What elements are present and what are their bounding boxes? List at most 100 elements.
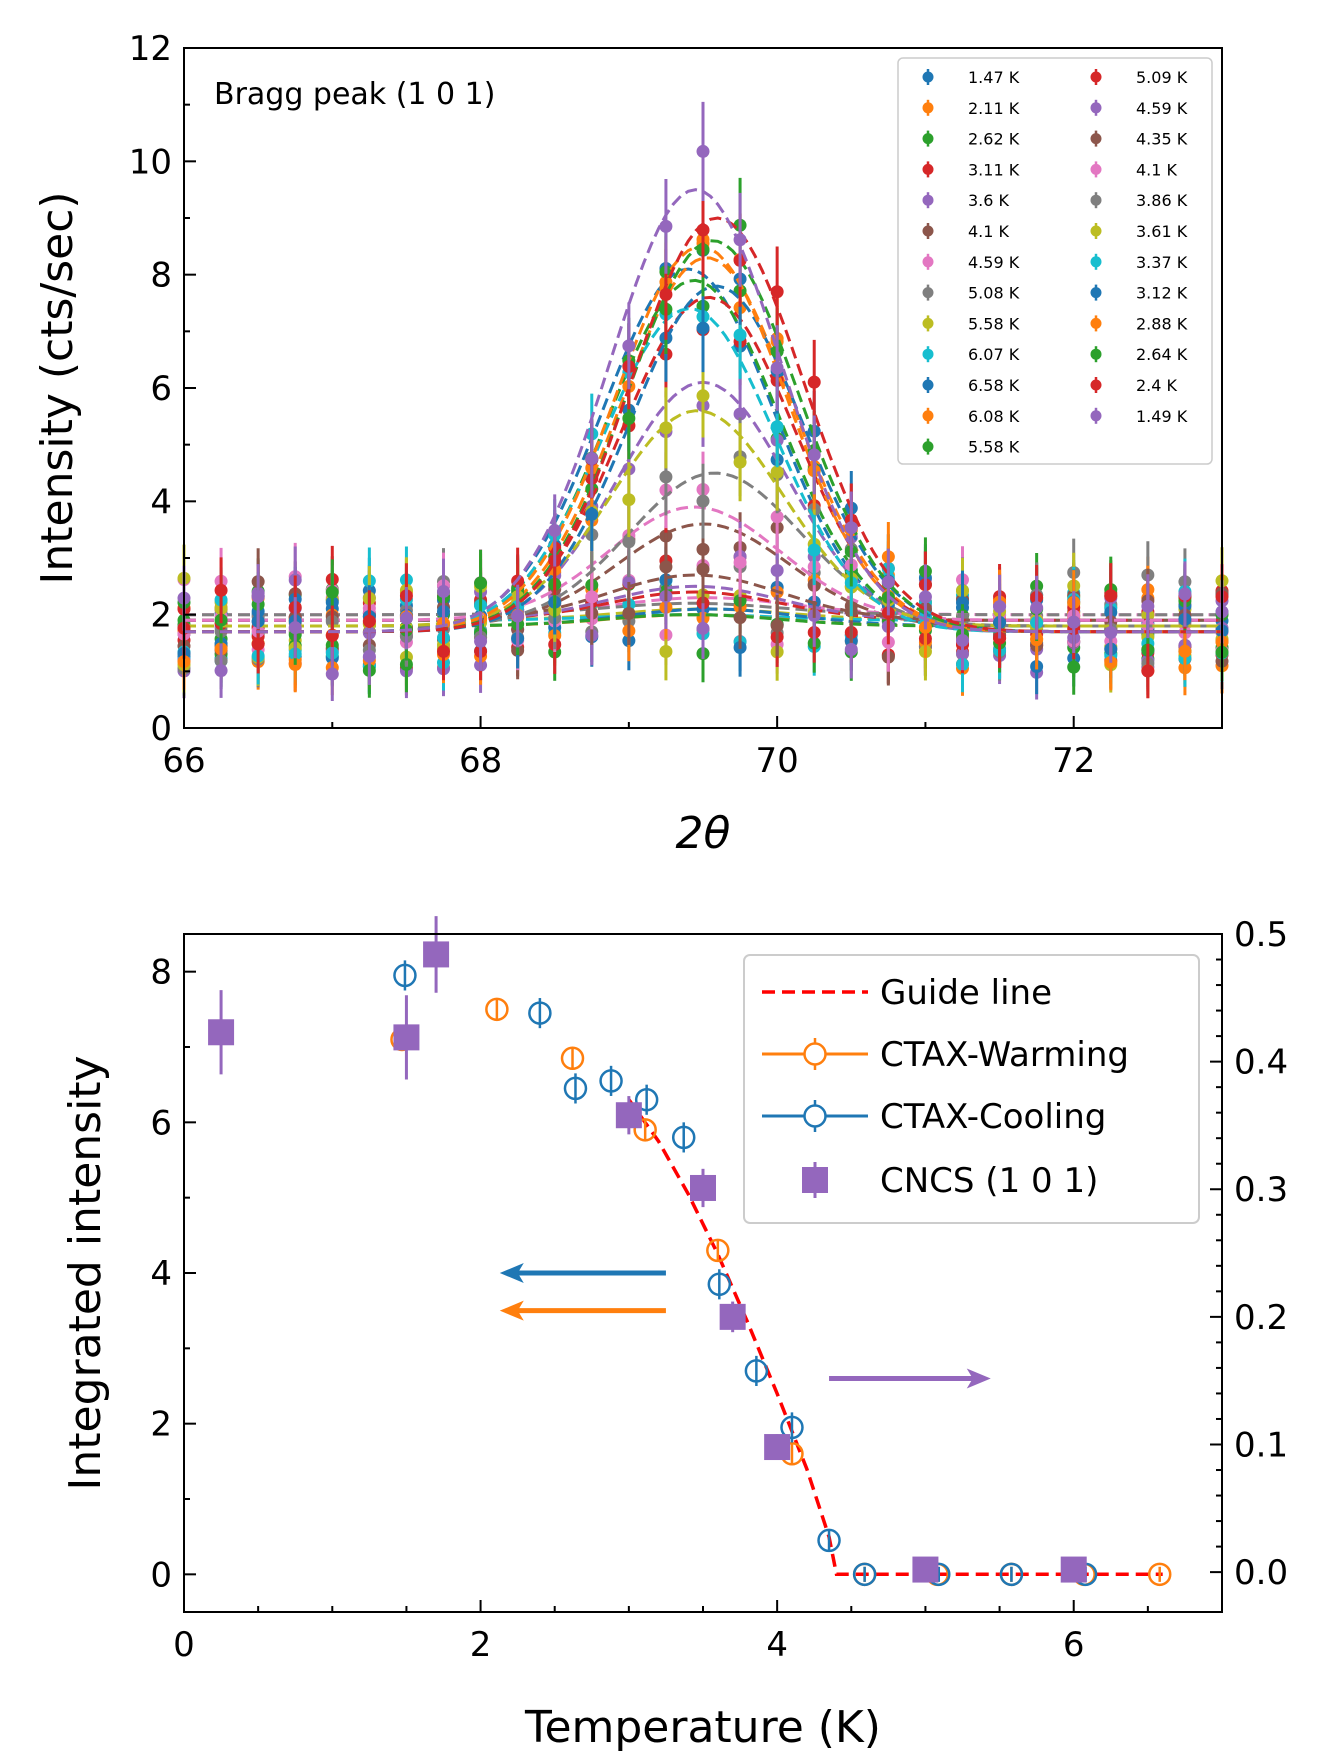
- bottom-y2-tick-label: 0.0: [1234, 1553, 1288, 1593]
- top-legend-label: 2.88 K: [1136, 314, 1188, 333]
- top-legend-entry-20: 3.12 K: [1090, 284, 1188, 303]
- bottom-y2-tick-label: 0.5: [1234, 915, 1288, 955]
- top-legend-entry-1: 2.11 K: [922, 99, 1020, 118]
- bottom-series-3: [208, 916, 1087, 1583]
- bottom-arrow-cooling-head: [499, 1263, 524, 1283]
- bottom-square-point: [423, 941, 450, 968]
- bottom-open-circle-point: [671, 1125, 696, 1150]
- bottom-y-tick-label: 4: [150, 1254, 172, 1294]
- top-legend-entry-9: 6.07 K: [922, 345, 1020, 364]
- top-data-point: [807, 375, 821, 389]
- top-data-point: [807, 448, 821, 462]
- bottom-y2-tick-label: 0.1: [1234, 1425, 1288, 1465]
- top-data-point: [1067, 615, 1081, 629]
- bottom-arrows: [499, 1263, 991, 1389]
- top-legend-marker: [922, 133, 934, 145]
- top-data-point: [659, 470, 673, 484]
- top-fit-curve-7: [184, 601, 1222, 617]
- top-legend-entry-17: 3.86 K: [1090, 191, 1188, 210]
- top-legend-label: 5.58 K: [968, 438, 1020, 457]
- top-legend-label: 3.12 K: [1136, 284, 1188, 303]
- top-data-point: [214, 583, 228, 597]
- bottom-x-tick-label: 2: [470, 1625, 492, 1665]
- top-data-point: [770, 420, 784, 434]
- top-data-point: [733, 407, 747, 421]
- top-data-point: [437, 584, 450, 598]
- top-data-point: [733, 328, 747, 342]
- bottom-square-point: [615, 1102, 642, 1129]
- bottom-square-point: [912, 1556, 939, 1583]
- top-legend-marker: [1090, 287, 1102, 299]
- top-legend-marker: [1090, 194, 1102, 206]
- bottom-open-circle-point: [393, 963, 417, 988]
- top-legend-marker: [1090, 71, 1102, 83]
- top-legend-label: 3.61 K: [1136, 222, 1188, 241]
- top-legend-entry-24: 1.49 K: [1090, 407, 1188, 426]
- top-legend-frame: [897, 57, 1213, 465]
- top-data-point: [696, 494, 710, 508]
- top-data-point: [733, 233, 747, 247]
- bottom-legend-label: CTAX-Cooling: [880, 1097, 1106, 1137]
- top-data-point: [585, 507, 599, 521]
- top-legend-label: 4.1 K: [1136, 160, 1178, 179]
- top-data-point: [548, 523, 562, 537]
- top-legend-label: 5.58 K: [968, 314, 1020, 333]
- bottom-open-circle-point: [599, 1069, 623, 1093]
- top-legend-label: 5.09 K: [1136, 68, 1188, 87]
- top-legend: 1.47 K 2.11 K 2.62 K 3.11 K 3.6 K 4.1 K 4.59 K…: [897, 57, 1213, 465]
- top-legend-entry-0: 1.47 K: [922, 68, 1020, 87]
- top-legend-marker: [922, 102, 934, 114]
- top-data-point: [733, 455, 747, 469]
- bottom-square-point: [1060, 1556, 1087, 1583]
- bottom-arrow-warming-head: [499, 1300, 524, 1321]
- top-legend-entry-11: 6.08 K: [922, 407, 1020, 426]
- top-legend-label: 5.08 K: [968, 284, 1020, 303]
- top-data-point: [1104, 626, 1118, 640]
- top-legend-entry-6: 4.59 K: [922, 253, 1020, 272]
- top-x-tick-label: 66: [162, 741, 205, 781]
- top-y-tick-label: 10: [129, 142, 172, 182]
- top-data-point: [474, 576, 488, 590]
- top-data-point: [956, 596, 969, 610]
- top-plot-area: [177, 101, 1229, 701]
- top-legend-marker: [1090, 163, 1102, 175]
- top-data-point: [1178, 644, 1192, 658]
- top-legend-label: 3.86 K: [1136, 191, 1188, 210]
- top-data-point: [659, 421, 673, 435]
- top-data-point: [770, 465, 784, 479]
- bottom-open-circle-point: [560, 1046, 585, 1071]
- top-data-point: [474, 634, 488, 648]
- bottom-legend-entry-0: Guide line: [762, 973, 1052, 1013]
- top-data-point: [1141, 599, 1155, 613]
- top-legend-entry-3: 3.11 K: [922, 160, 1020, 179]
- top-legend-label: 6.07 K: [968, 345, 1020, 364]
- top-legend-marker: [922, 348, 934, 360]
- top-data-point: [325, 585, 339, 599]
- top-data-point: [399, 611, 413, 625]
- top-legend-entry-12: 5.58 K: [922, 438, 1020, 457]
- top-data-point: [437, 644, 450, 658]
- top-legend-marker: [922, 163, 934, 175]
- top-data-point: [622, 411, 636, 425]
- top-series-24: [177, 101, 1229, 701]
- top-legend-label: 6.58 K: [968, 376, 1020, 395]
- bottom-square-point: [690, 1174, 716, 1201]
- bottom-legend-entry-3: CNCS (1 0 1): [802, 1161, 1098, 1201]
- top-data-point: [659, 219, 673, 233]
- top-data-point: [770, 361, 784, 375]
- top-legend-label: 3.37 K: [1136, 253, 1188, 272]
- top-legend-marker: [922, 256, 934, 268]
- top-legend-marker: [922, 194, 934, 206]
- top-x-tick-label: 68: [459, 741, 502, 781]
- top-x-tick-label: 70: [756, 741, 799, 781]
- bottom-open-circle-point: [817, 1528, 841, 1553]
- top-data-point: [696, 389, 710, 403]
- top-legend-label: 2.62 K: [968, 130, 1020, 149]
- bottom-legend-marker: [803, 1104, 827, 1128]
- top-y-tick-label: 6: [150, 369, 172, 409]
- top-data-point: [325, 667, 339, 681]
- top-data-point: [696, 144, 710, 158]
- top-legend-entry-2: 2.62 K: [922, 130, 1020, 149]
